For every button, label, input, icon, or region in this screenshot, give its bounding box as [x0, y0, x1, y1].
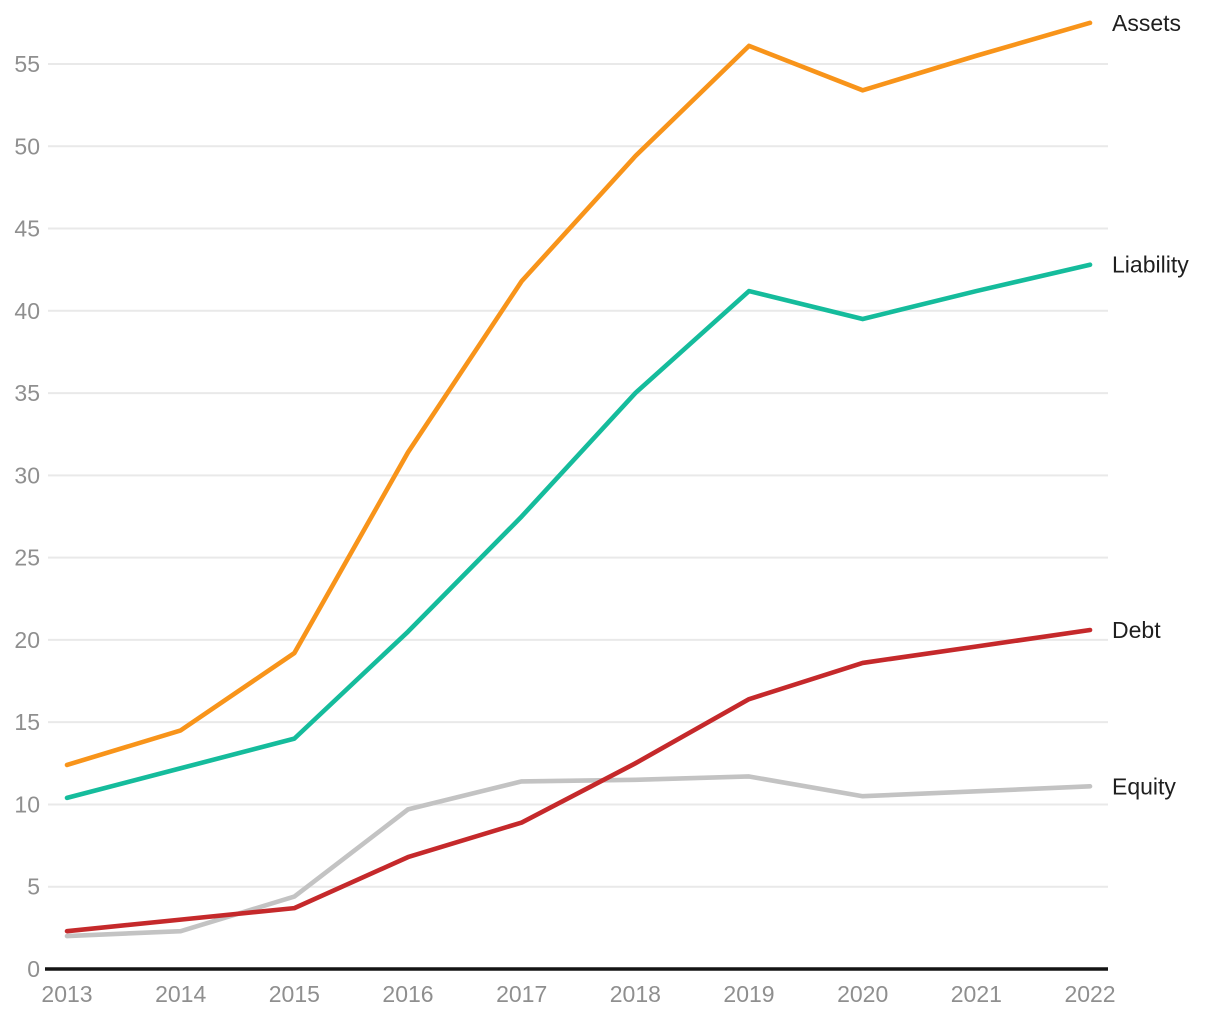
series-label-liability: Liability: [1112, 252, 1189, 278]
y-tick-label: 45: [14, 216, 40, 242]
x-tick-label: 2013: [41, 981, 92, 1007]
y-tick-label: 15: [14, 709, 40, 735]
x-tick-label: 2016: [382, 981, 433, 1007]
y-tick-label: 50: [14, 133, 40, 159]
x-tick-label: 2018: [610, 981, 661, 1007]
x-tick-label: 2022: [1064, 981, 1115, 1007]
y-tick-label: 10: [14, 791, 40, 817]
y-tick-label: 25: [14, 545, 40, 571]
x-tick-label: 2019: [723, 981, 774, 1007]
y-tick-label: 0: [27, 956, 40, 982]
x-tick-label: 2015: [269, 981, 320, 1007]
series-label-assets: Assets: [1112, 10, 1181, 36]
series-label-debt: Debt: [1112, 617, 1161, 643]
y-tick-label: 40: [14, 298, 40, 324]
y-tick-label: 35: [14, 380, 40, 406]
y-tick-label: 20: [14, 627, 40, 653]
x-tick-label: 2021: [951, 981, 1002, 1007]
x-tick-label: 2020: [837, 981, 888, 1007]
series-line-assets: [64, 20, 1093, 768]
y-tick-label: 55: [14, 51, 40, 77]
series-line-equity: [64, 774, 1093, 939]
series-line-debt: [64, 627, 1093, 934]
x-tick-label: 2014: [155, 981, 206, 1007]
y-tick-label: 30: [14, 462, 40, 488]
y-tick-label: 5: [27, 874, 40, 900]
series-label-equity: Equity: [1112, 773, 1176, 799]
series-line-liability: [64, 262, 1093, 801]
x-tick-label: 2017: [496, 981, 547, 1007]
